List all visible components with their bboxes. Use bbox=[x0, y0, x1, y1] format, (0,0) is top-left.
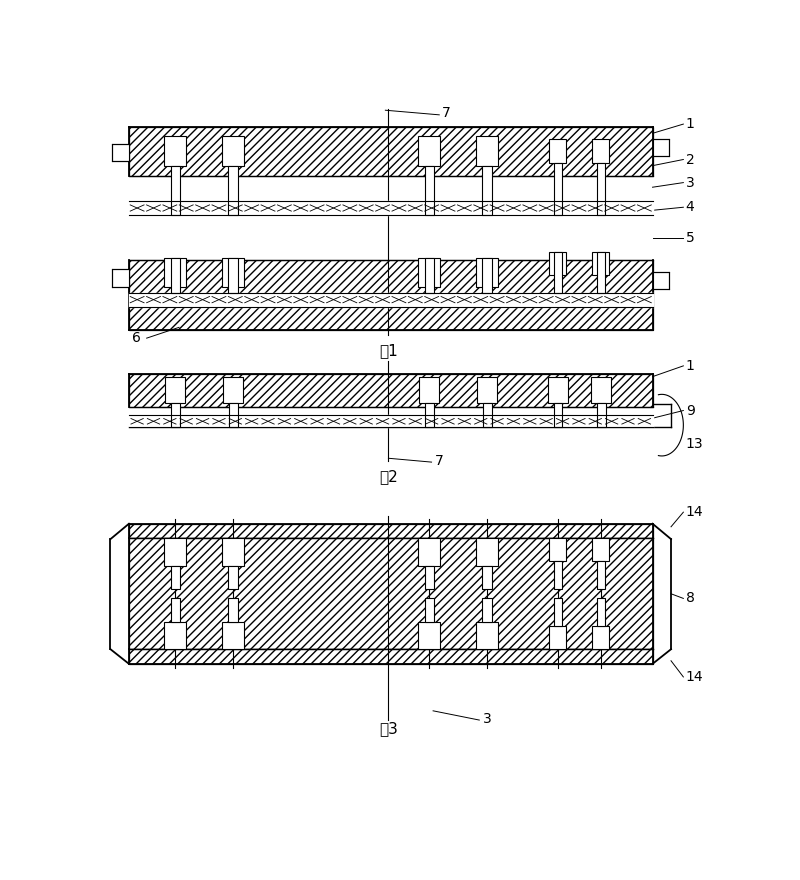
Text: 图2: 图2 bbox=[379, 469, 398, 484]
Bar bbox=[593, 627, 610, 649]
Bar bbox=[425, 165, 434, 215]
Bar bbox=[653, 139, 670, 157]
Bar bbox=[476, 621, 498, 649]
Bar bbox=[593, 539, 610, 561]
Text: 1: 1 bbox=[686, 359, 694, 373]
Bar bbox=[548, 377, 568, 403]
Text: 图1: 图1 bbox=[379, 343, 398, 358]
Text: 7: 7 bbox=[434, 453, 443, 467]
Text: 14: 14 bbox=[686, 670, 703, 684]
Bar bbox=[593, 252, 610, 275]
Bar bbox=[554, 598, 562, 627]
Bar bbox=[112, 269, 129, 287]
Bar bbox=[425, 566, 434, 590]
Bar bbox=[171, 403, 180, 428]
Bar bbox=[129, 539, 653, 649]
Bar bbox=[550, 539, 566, 561]
Text: 2: 2 bbox=[686, 152, 694, 166]
Text: 6: 6 bbox=[132, 331, 141, 345]
Bar bbox=[222, 258, 244, 287]
Bar bbox=[418, 258, 440, 287]
Text: 3: 3 bbox=[483, 712, 492, 726]
Bar bbox=[482, 598, 492, 621]
Bar bbox=[222, 539, 244, 566]
Text: 1: 1 bbox=[686, 117, 694, 131]
Text: 3: 3 bbox=[686, 176, 694, 189]
Bar bbox=[165, 377, 185, 403]
Bar bbox=[170, 598, 180, 621]
Bar bbox=[477, 377, 497, 403]
Bar bbox=[550, 627, 566, 649]
Bar bbox=[129, 260, 653, 330]
Bar bbox=[425, 258, 434, 293]
Bar bbox=[593, 139, 610, 163]
Bar bbox=[129, 649, 653, 664]
Bar bbox=[554, 403, 562, 428]
Bar bbox=[170, 165, 180, 215]
Bar bbox=[164, 136, 186, 165]
Bar bbox=[112, 144, 129, 161]
Bar bbox=[223, 377, 243, 403]
Bar bbox=[554, 561, 562, 590]
Bar bbox=[550, 252, 566, 275]
Bar bbox=[418, 136, 440, 165]
Bar bbox=[426, 403, 434, 428]
Bar bbox=[597, 252, 605, 293]
Bar bbox=[476, 136, 498, 165]
Bar bbox=[418, 621, 440, 649]
Bar bbox=[228, 598, 238, 621]
Bar bbox=[164, 258, 186, 287]
Text: 9: 9 bbox=[686, 404, 694, 417]
Bar bbox=[129, 127, 653, 176]
Text: 8: 8 bbox=[686, 591, 694, 605]
Bar bbox=[550, 139, 566, 163]
Bar bbox=[482, 258, 492, 293]
Bar bbox=[653, 272, 670, 289]
Bar bbox=[597, 561, 605, 590]
Bar bbox=[597, 163, 605, 215]
Bar bbox=[476, 539, 498, 566]
Text: 7: 7 bbox=[442, 106, 451, 121]
Bar bbox=[164, 539, 186, 566]
Bar bbox=[554, 252, 562, 293]
Bar bbox=[228, 566, 238, 590]
Bar bbox=[164, 621, 186, 649]
Bar bbox=[228, 165, 238, 215]
Text: 14: 14 bbox=[686, 505, 703, 519]
Bar bbox=[170, 258, 180, 293]
Text: 5: 5 bbox=[686, 231, 694, 245]
Bar bbox=[482, 566, 492, 590]
Bar bbox=[554, 163, 562, 215]
Bar bbox=[229, 403, 238, 428]
Bar bbox=[228, 258, 238, 293]
Bar bbox=[418, 539, 440, 566]
Bar bbox=[597, 403, 606, 428]
Bar bbox=[222, 136, 244, 165]
Text: 13: 13 bbox=[686, 437, 703, 451]
Bar bbox=[222, 621, 244, 649]
Bar bbox=[597, 598, 605, 627]
Bar bbox=[419, 377, 439, 403]
Text: 4: 4 bbox=[686, 201, 694, 214]
Bar bbox=[482, 165, 492, 215]
Bar bbox=[483, 403, 492, 428]
Bar bbox=[129, 524, 653, 539]
Bar bbox=[591, 377, 611, 403]
Bar bbox=[170, 566, 180, 590]
Bar bbox=[425, 598, 434, 621]
Bar bbox=[129, 373, 653, 407]
Bar bbox=[476, 258, 498, 287]
Text: 图3: 图3 bbox=[379, 722, 398, 737]
